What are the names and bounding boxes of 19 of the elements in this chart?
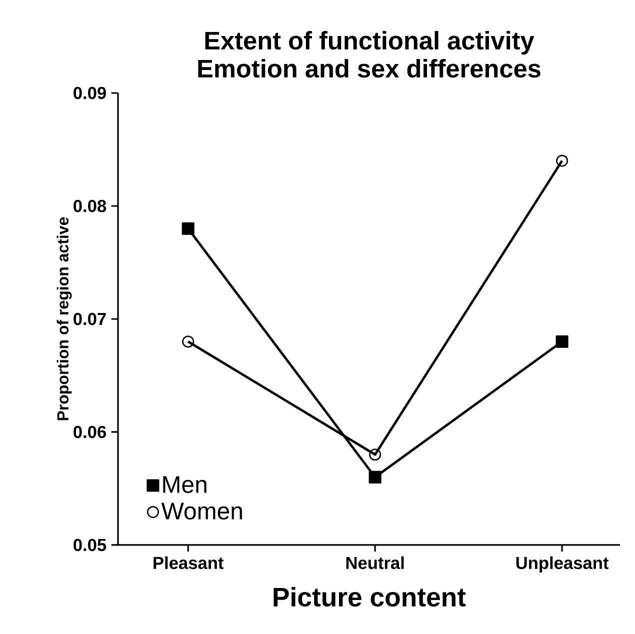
point	[556, 154, 568, 167]
y-tick-label: 0.05	[74, 538, 106, 552]
point	[182, 336, 194, 348]
y-axis-title: Proportion of region active	[56, 217, 72, 420]
chart-title: Extent of functional activity Emotion and sex differences	[198, 31, 540, 78]
x-axis-title: Picture content	[274, 587, 466, 607]
x-tick-label: Pleasant	[154, 556, 224, 570]
legend-label: Men	[163, 476, 206, 494]
point	[182, 222, 194, 235]
y-tick-label: 0.06	[74, 426, 106, 438]
point	[368, 470, 382, 484]
y-tick-label: 0.08	[74, 200, 106, 212]
y-tick-label: 0.09	[74, 86, 106, 100]
y-tick-label: 0.07	[74, 312, 106, 326]
x-tick-label: Neutral	[346, 556, 404, 570]
legend-label: Women	[161, 502, 242, 520]
point	[556, 335, 568, 348]
point	[369, 448, 382, 461]
x-tick-label: Unpleasant	[516, 556, 609, 573]
